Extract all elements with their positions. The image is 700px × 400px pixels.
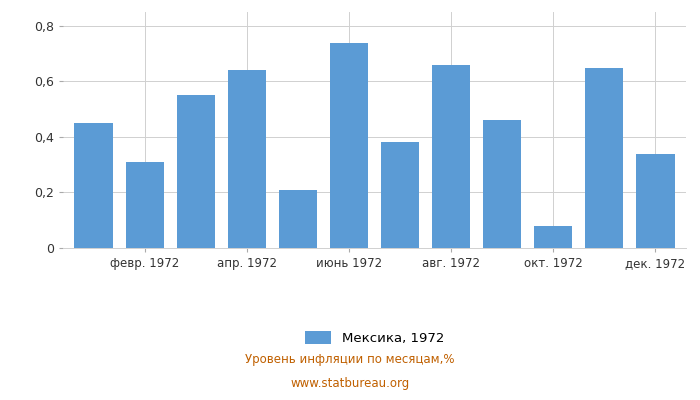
Bar xyxy=(381,142,419,248)
Bar xyxy=(228,70,266,248)
Text: www.statbureau.org: www.statbureau.org xyxy=(290,378,410,390)
Bar xyxy=(636,154,675,248)
Bar xyxy=(125,162,164,248)
Bar xyxy=(483,120,522,248)
Legend: Мексика, 1972: Мексика, 1972 xyxy=(300,325,449,350)
Text: Уровень инфляции по месяцам,%: Уровень инфляции по месяцам,% xyxy=(245,354,455,366)
Bar xyxy=(279,190,317,248)
Bar xyxy=(534,226,573,248)
Bar xyxy=(74,123,113,248)
Bar xyxy=(330,42,368,248)
Bar xyxy=(176,95,215,248)
Bar xyxy=(585,68,624,248)
Bar xyxy=(432,65,470,248)
